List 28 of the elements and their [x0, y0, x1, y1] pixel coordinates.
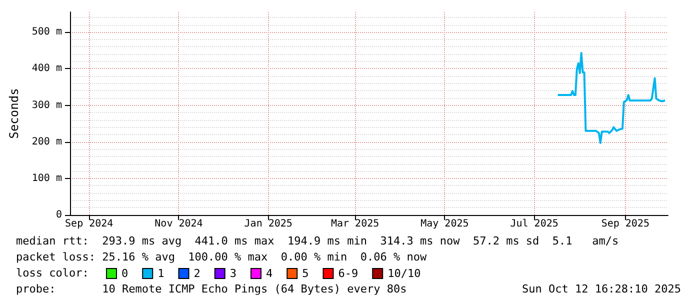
y-tick-label: 0	[56, 210, 62, 220]
text: median rtt: 293.9 ms avg 441.0 ms max 194.9 ms min 314.3 ms now 57.2 ms sd 5.1 am/s	[16, 234, 619, 248]
legend-title: loss color:	[16, 266, 89, 280]
text: packet loss: 25.16 % avg 100.00 % max 0.00 % min 0.06 % now	[16, 250, 427, 264]
text: Sun Oct 12 16:28:10 2025	[522, 282, 681, 296]
legend-label: 2	[194, 267, 200, 280]
x-tick-label: Jan 2025	[244, 218, 292, 230]
legend-label: 5	[302, 267, 309, 280]
x-tick-label: Sep 2025	[601, 218, 650, 230]
legend-label: 10/10	[388, 267, 421, 280]
y-tick-label: 500 m	[32, 26, 62, 38]
legend-label: 6-9	[338, 267, 358, 280]
x-tick-label: Sep 2024	[65, 218, 114, 230]
text: probe: 10 Remote ICMP Echo Pings (64 Bytes) every 80s	[16, 282, 407, 296]
y-tick-label: 100 m	[32, 172, 62, 184]
legend-label: 4	[266, 267, 273, 280]
x-tick-label: Mar 2025	[330, 218, 380, 230]
y-tick-label: 200 m	[32, 136, 62, 148]
y-tick-label: 300 m	[32, 100, 62, 111]
legend-label: 0	[122, 267, 128, 280]
legend-label: 1	[158, 267, 164, 280]
x-tick-label: May 2025	[420, 218, 469, 230]
y-axis-title: Seconds	[7, 88, 21, 139]
legend-label: 3	[230, 267, 236, 280]
y-tick-label: 400 m	[32, 63, 62, 74]
x-tick-label: Jul 2025	[510, 218, 558, 230]
line-series	[556, 52, 666, 144]
x-tick-label: Nov 2024	[154, 218, 203, 230]
